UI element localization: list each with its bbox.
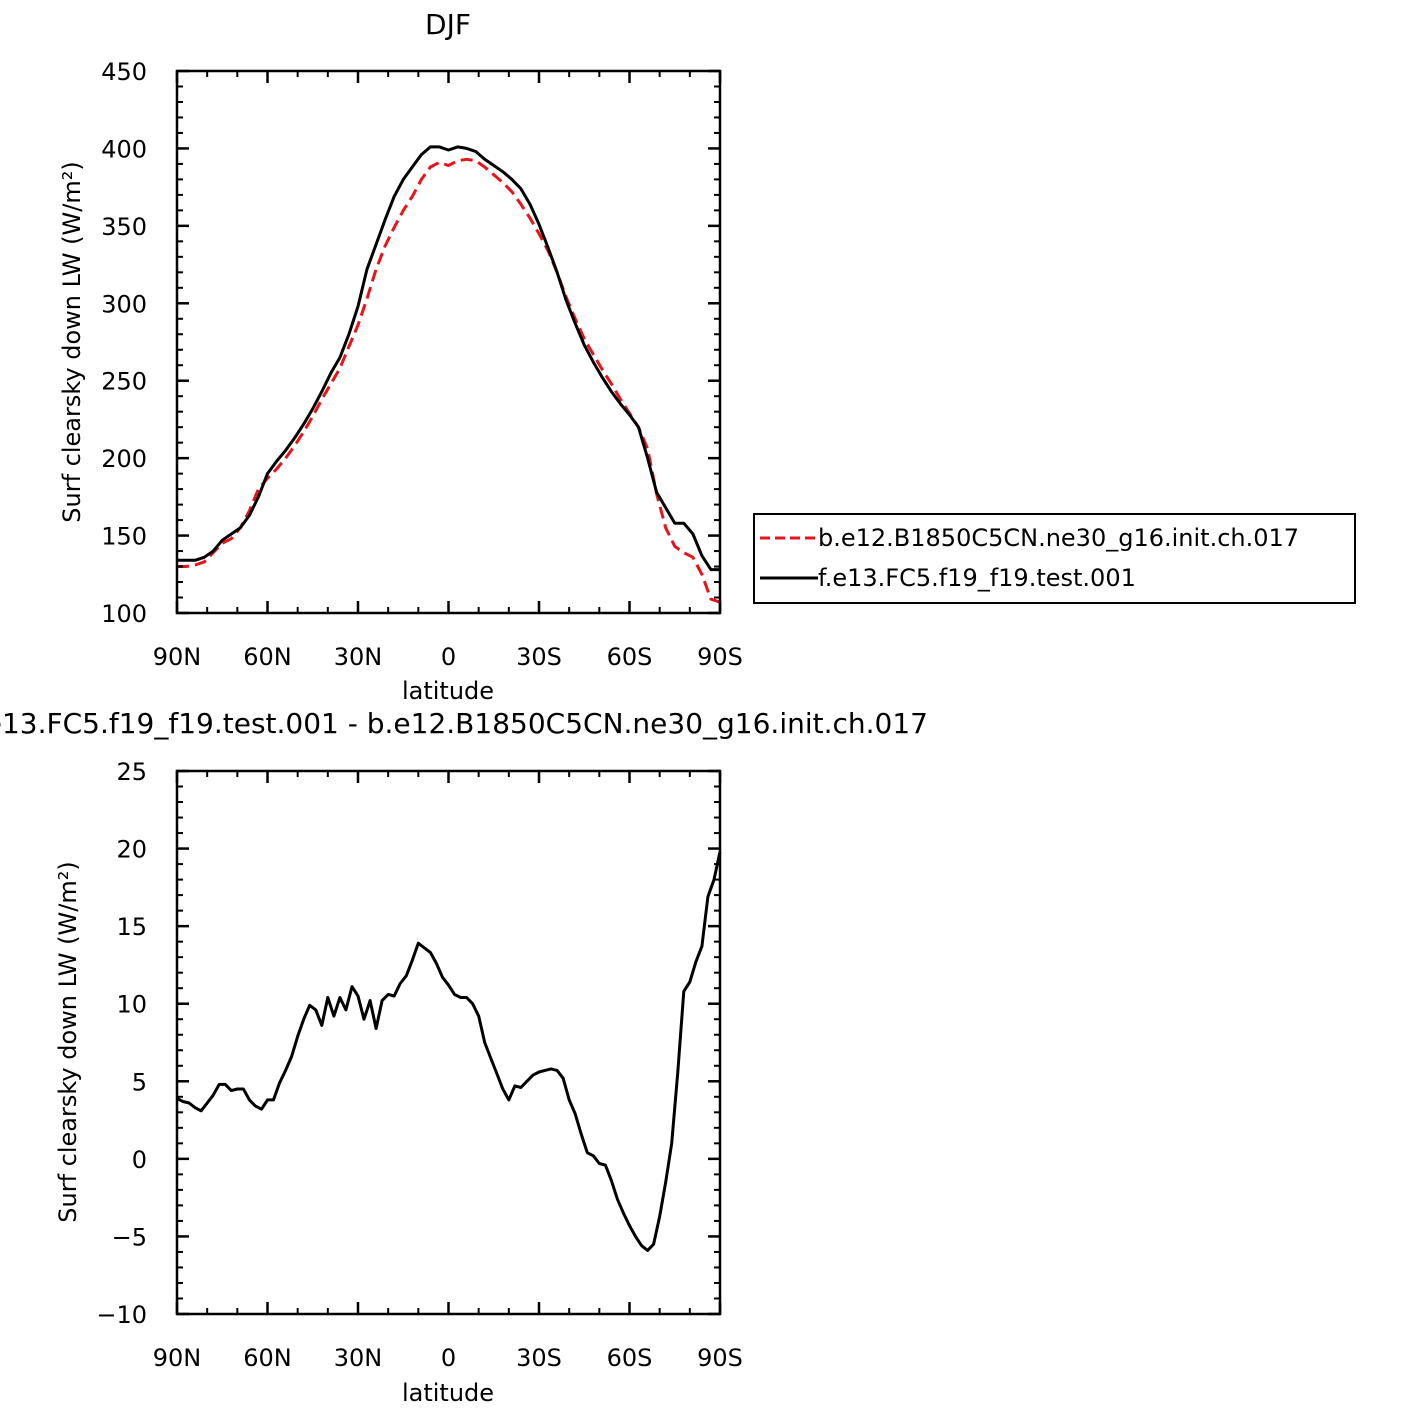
bottom-x-tick-label: 30N	[334, 1344, 383, 1372]
bottom-y-tick-label: 0	[132, 1146, 147, 1174]
top-y-tick-label: 150	[101, 523, 147, 551]
top-plot-frame	[175, 69, 722, 615]
top-series-group	[177, 145, 721, 604]
top-x-tick-label: 30S	[516, 643, 562, 671]
bottom-series-line-0	[176, 851, 722, 1252]
top-panel: DJF 90N 60N 30N 0 30S 60S 90S 100 150 200 250 300 35…	[58, 8, 1356, 705]
top-y-tick-label: 200	[101, 445, 147, 473]
top-ticks-group: 90N 60N 30N 0 30S 60S 90S 100 150 200 250 300 350 400…	[101, 58, 743, 671]
legend: b.e12.B1850C5CN.ne30_g16.init.ch.017 f.e…	[753, 513, 1356, 604]
bottom-y-tick-label: 15	[116, 913, 147, 941]
top-y-tick-label: 100	[101, 600, 147, 628]
bottom-y-tick-label: −10	[96, 1301, 147, 1329]
bottom-ticks-group: 90N 60N 30N 0 30S 60S 90S −10 −5 0 5 10 15 20 25	[96, 758, 743, 1372]
top-y-tick-label: 350	[101, 213, 147, 241]
bottom-series-group	[176, 851, 722, 1252]
legend-label-test: f.e13.FC5.f19_f19.test.001	[818, 564, 1136, 592]
top-y-axis-title: Surf clearsky down LW (W/m²)	[58, 161, 86, 522]
top-y-tick-label: 250	[101, 368, 147, 396]
top-y-tick-label: 450	[101, 58, 147, 86]
top-x-tick-label: 60N	[243, 643, 292, 671]
bottom-plot-title: f.e13.FC5.f19_f19.test.001 - b.e12.B1850…	[0, 707, 928, 740]
top-x-tick-label: 30N	[334, 643, 383, 671]
top-x-tick-label: 90S	[697, 643, 743, 671]
top-series-line-0	[177, 157, 721, 604]
bottom-x-tick-label: 60S	[607, 1344, 653, 1372]
top-series-line-1	[177, 145, 720, 572]
bottom-x-tick-label: 60N	[243, 1344, 292, 1372]
top-y-tick-label: 300	[101, 290, 147, 318]
bottom-y-tick-label: 25	[116, 758, 147, 786]
bottom-x-tick-label: 30S	[516, 1344, 562, 1372]
top-y-tick-label: 400	[101, 135, 147, 163]
bottom-y-tick-label: 20	[116, 836, 147, 864]
bottom-x-tick-label: 90S	[697, 1344, 743, 1372]
bottom-plot-frame	[175, 769, 722, 1316]
bottom-x-axis-title: latitude	[402, 1379, 494, 1407]
bottom-y-axis-title: Surf clearsky down LW (W/m²)	[54, 861, 82, 1222]
top-x-tick-label: 0	[441, 643, 456, 671]
bottom-x-tick-label: 0	[441, 1344, 456, 1372]
bottom-x-tick-label: 90N	[153, 1344, 202, 1372]
bottom-y-tick-label: −5	[112, 1223, 147, 1251]
top-plot-title: DJF	[425, 8, 471, 41]
bottom-panel: f.e13.FC5.f19_f19.test.001 - b.e12.B1850…	[0, 707, 928, 1407]
top-x-tick-label: 60S	[607, 643, 653, 671]
top-x-axis-title: latitude	[402, 677, 494, 705]
legend-box	[753, 513, 1356, 604]
bottom-y-tick-label: 5	[132, 1068, 147, 1096]
top-x-tick-label: 90N	[153, 643, 202, 671]
legend-label-control: b.e12.B1850C5CN.ne30_g16.init.ch.017	[818, 524, 1299, 552]
bottom-y-tick-label: 10	[116, 991, 147, 1019]
